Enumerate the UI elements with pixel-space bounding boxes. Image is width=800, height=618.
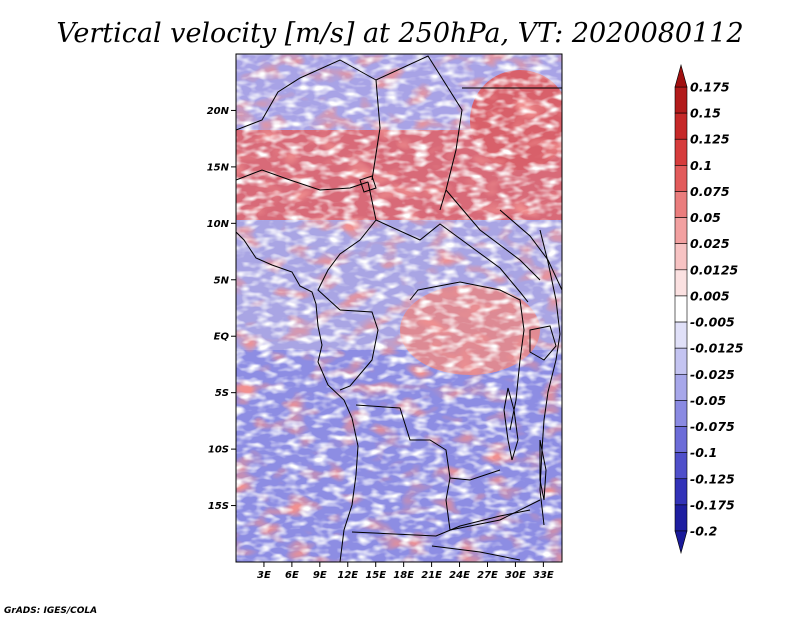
y-tick-label: 10S (208, 445, 229, 456)
colorbar-label: -0.0125 (690, 341, 744, 356)
colorbar-segment (674, 295, 688, 323)
colorbar-over-triangle (674, 63, 688, 88)
colorbar-segment (674, 269, 688, 297)
colorbar-label: -0.075 (690, 419, 735, 434)
chart-title: Vertical velocity [m/s] at 250hPa, VT: 2… (56, 18, 743, 49)
colorbar-segment (674, 426, 688, 453)
colorbar-segment (674, 191, 688, 218)
border-chad-sudan (375, 55, 463, 211)
y-tick-label: 15N (207, 162, 230, 173)
border-niger-chad (236, 59, 381, 181)
map-frame (235, 53, 563, 563)
border-car (375, 219, 529, 303)
colorbar-segment (674, 243, 688, 271)
colorbar-label: 0.15 (690, 106, 721, 121)
colorbar-segment (674, 321, 688, 349)
x-tick-label: 27E (477, 570, 498, 581)
border-ethiopia (499, 209, 562, 291)
colorbar-label: -0.125 (690, 471, 735, 486)
lake-victoria (529, 325, 557, 361)
y-tick-label: EQ (214, 332, 230, 343)
colorbar-label: -0.005 (690, 315, 735, 330)
lake-chad (359, 175, 377, 193)
x-tick-label: 6E (285, 570, 299, 581)
colorbar-label: 0.125 (690, 132, 730, 147)
border-angola-namibia (351, 509, 531, 537)
lake-malawi (539, 439, 547, 501)
x-tick-label: 12E (337, 570, 358, 581)
colorbar-segment (674, 217, 688, 245)
coastline-west (236, 231, 359, 562)
x-tick-label: 33E (533, 570, 554, 581)
x-tick-label: 15E (365, 570, 386, 581)
colorbar-label: 0.05 (690, 210, 721, 225)
border-drc-east (409, 281, 525, 431)
y-tick-label: 5S (215, 388, 229, 399)
noise-white-streaks (236, 54, 562, 562)
map-axes: 3E 6E 9E 12E 15E 18E 21E 24E 27E 30E 33E 20N 15N 10N 5… (207, 106, 554, 581)
y-tick-label: 20N (207, 106, 230, 117)
colorbar-label: 0.025 (690, 236, 730, 251)
colorbar-segment (674, 400, 688, 427)
x-tick-label: 30E (505, 570, 526, 581)
colorbar-label: 0.0125 (690, 262, 739, 277)
velocity-field (236, 54, 562, 562)
border-south-sudan (445, 189, 541, 281)
colorbar-segment (674, 478, 688, 506)
colorbar-segment (674, 452, 688, 480)
y-tick-label: 15S (208, 501, 229, 512)
colorbar-label: -0.175 (690, 497, 735, 512)
colorbar-segment (674, 138, 688, 166)
colorbar-segment (674, 112, 688, 140)
colorbar: 0.175 0.15 0.125 0.1 0.075 0.05 0.025 0.0125 0.0… (674, 63, 744, 555)
border-botswana (431, 545, 521, 561)
x-tick-label: 21E (421, 570, 442, 581)
border-nigeria (236, 169, 369, 191)
coastline-east (539, 229, 561, 526)
x-tick-label: 3E (257, 570, 271, 581)
colorbar-label: -0.2 (690, 524, 717, 539)
colorbar-segment (674, 504, 688, 532)
colorbar-segment (674, 165, 688, 192)
colorbar-label: -0.05 (690, 393, 726, 408)
country-borders (236, 55, 562, 562)
colorbar-label: 0.005 (690, 288, 730, 303)
colorbar-label: 0.1 (690, 158, 712, 173)
colorbar-label: 0.175 (690, 80, 730, 95)
border-zambia (445, 477, 541, 531)
y-tick-label: 5N (214, 275, 230, 286)
colorbar-label: 0.075 (690, 184, 730, 199)
x-tick-label: 24E (449, 570, 470, 581)
colorbar-under-triangle (674, 530, 688, 555)
grads-credit: GrADS: IGES/COLA (4, 606, 97, 616)
x-tick-label: 18E (393, 570, 414, 581)
border-congo-drc (339, 309, 379, 391)
lake-tanganyika (503, 387, 519, 461)
colorbar-label: -0.1 (690, 445, 717, 460)
colorbar-segment (674, 373, 688, 401)
colorbar-segment (674, 347, 688, 375)
x-tick-label: 9E (313, 570, 327, 581)
colorbar-label: -0.025 (690, 367, 735, 382)
colorbar-segment (674, 86, 688, 114)
y-tick-label: 10N (207, 219, 230, 230)
border-drc-angola (355, 404, 501, 481)
